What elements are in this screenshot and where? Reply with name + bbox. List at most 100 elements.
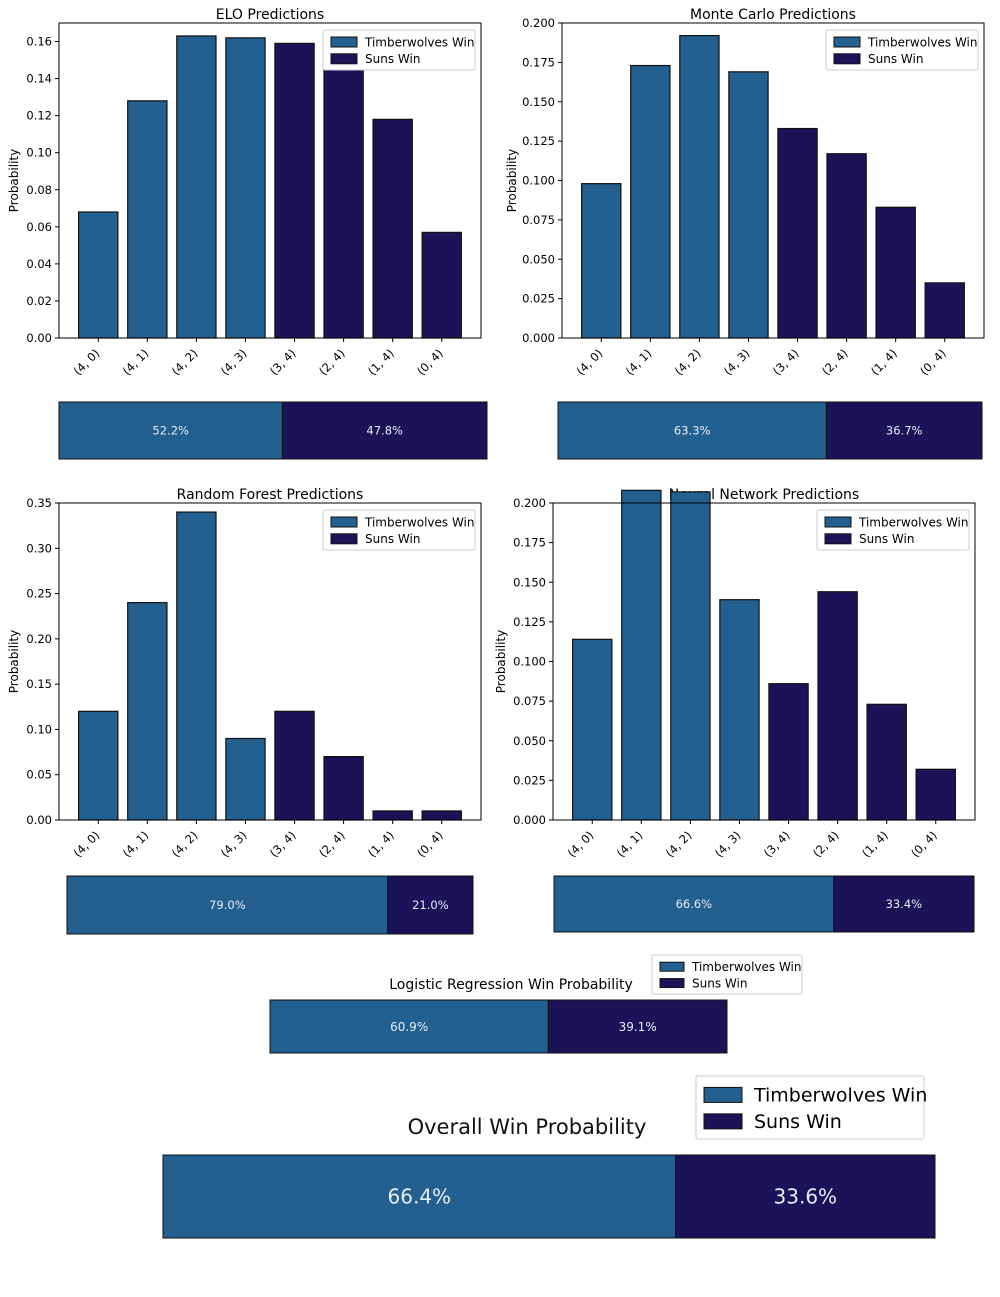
bar-timberwolves — [225, 37, 266, 339]
win-bar-timberwolves — [553, 875, 835, 933]
chart-panel-1: ELO Predictions 0.00 0.02 0.04 0.06 0.08 0.10 0… — [7, 7, 488, 460]
bar-suns — [372, 810, 413, 821]
legend-label-suns: Suns Win — [365, 52, 420, 66]
legend-swatch-suns — [703, 1113, 743, 1130]
x-tick-label: (1, 4) — [365, 828, 397, 860]
chart-panel-2: Monte Carlo Predictions 0.000 0.025 0.050 0.… — [505, 7, 985, 460]
logistic-regression-chart: Logistic Regression Win Probability 60.9%… — [269, 954, 803, 1054]
win-bar-suns — [387, 875, 474, 935]
legend-label-suns: Suns Win — [365, 532, 420, 546]
x-tick-label: (4, 1) — [614, 828, 646, 860]
legend-swatch-timberwolves — [703, 1086, 743, 1103]
legend: Timberwolves Win Suns Win — [825, 29, 979, 71]
bar-suns — [421, 231, 462, 339]
bar-timberwolves — [621, 489, 662, 821]
y-tick-label: 0.150 — [513, 575, 546, 589]
legend-swatch-timberwolves — [330, 516, 358, 528]
y-tick-label: 0.02 — [26, 294, 52, 308]
win-label-suns: 21.0% — [412, 898, 449, 912]
legend-swatch-suns — [833, 53, 861, 65]
x-tick-label: (4, 1) — [120, 346, 152, 378]
y-tick-label: 0.08 — [26, 183, 52, 197]
legend-label-timberwolves: Timberwolves Win — [364, 35, 475, 49]
y-tick-label: 0.04 — [26, 257, 52, 271]
win-bar-timberwolves — [557, 401, 827, 460]
y-axis-label: Probability — [494, 630, 508, 693]
bar-timberwolves — [225, 737, 266, 821]
legend-label-timberwolves: Timberwolves Win — [858, 515, 969, 529]
legend-swatch-timberwolves — [659, 961, 685, 972]
y-tick-label: 0.30 — [26, 541, 52, 555]
bar-suns — [768, 683, 809, 821]
y-tick-label: 0.14 — [26, 72, 52, 86]
y-tick-label: 0.10 — [26, 146, 52, 160]
x-tick-label: (2, 4) — [819, 346, 851, 378]
bar-suns — [826, 153, 867, 339]
bar-timberwolves — [78, 211, 119, 339]
legend-swatch-suns — [330, 533, 358, 545]
y-tick-label: 0.050 — [513, 734, 546, 748]
x-tick-label: (2, 4) — [316, 346, 348, 378]
y-axis-label: Probability — [7, 630, 21, 693]
y-tick-label: 0.00 — [26, 331, 52, 345]
bar-timberwolves — [670, 491, 711, 821]
bar-timberwolves — [630, 64, 671, 339]
x-tick-label: (4, 2) — [169, 828, 201, 860]
y-tick-label: 0.16 — [26, 35, 52, 49]
legend-label-timberwolves: Timberwolves Win — [867, 35, 978, 49]
y-tick-label: 0.025 — [513, 773, 546, 787]
y-tick-label: 0.150 — [522, 95, 555, 109]
legend: Timberwolves Win Suns Win — [816, 509, 970, 551]
plot-frame — [58, 502, 482, 821]
chart-title: Logistic Regression Win Probability — [389, 977, 633, 993]
legend-frame — [322, 29, 476, 71]
x-tick-label: (4, 3) — [721, 346, 753, 378]
legend-frame — [825, 29, 979, 71]
x-tick-label: (3, 4) — [770, 346, 802, 378]
y-tick-label: 0.050 — [522, 252, 555, 266]
x-tick-label: (4, 0) — [574, 346, 606, 378]
y-axis-label: Probability — [7, 149, 21, 212]
win-bar-suns — [675, 1154, 936, 1239]
chart-title: Monte Carlo Predictions — [690, 7, 856, 23]
bar-timberwolves — [581, 183, 622, 339]
legend-swatch-suns — [824, 533, 852, 545]
bar-timberwolves — [127, 602, 168, 821]
overall-chart: Overall Win Probability 66.4% 33.6% Timberw… — [162, 1075, 936, 1239]
bar-suns — [915, 768, 956, 821]
bar-timberwolves — [127, 100, 168, 339]
y-tick-label: 0.075 — [513, 694, 546, 708]
y-tick-label: 0.15 — [26, 677, 52, 691]
y-axis-label: Probability — [505, 149, 519, 212]
bar-suns — [274, 42, 315, 339]
bar-timberwolves — [719, 599, 760, 821]
chart-title: Random Forest Predictions — [177, 487, 364, 503]
bar-timberwolves — [572, 638, 613, 821]
legend: Timberwolves Win Suns Win — [651, 954, 803, 995]
legend: Timberwolves Win Suns Win — [695, 1075, 927, 1140]
plot-frame — [561, 22, 985, 339]
bar-suns — [323, 755, 364, 821]
win-bar-suns — [833, 875, 975, 933]
win-label-timberwolves: 52.2% — [152, 424, 189, 438]
win-label-timberwolves: 79.0% — [209, 898, 246, 912]
plot-frame — [552, 502, 976, 821]
win-label-timberwolves: 63.3% — [674, 424, 711, 438]
y-tick-label: 0.175 — [522, 55, 555, 69]
x-tick-label: (4, 3) — [218, 828, 250, 860]
win-bar-timberwolves — [162, 1154, 677, 1239]
legend-label-suns: Suns Win — [692, 976, 747, 990]
bar-suns — [924, 282, 965, 339]
y-tick-label: 0.125 — [513, 615, 546, 629]
y-tick-label: 0.075 — [522, 213, 555, 227]
x-tick-label: (4, 3) — [712, 828, 744, 860]
bar-timberwolves — [78, 710, 119, 821]
y-tick-label: 0.200 — [513, 496, 546, 510]
y-tick-label: 0.25 — [26, 587, 52, 601]
y-tick-label: 0.100 — [522, 174, 555, 188]
legend-label-suns: Suns Win — [859, 532, 914, 546]
x-tick-label: (3, 4) — [761, 828, 793, 860]
chart-title: ELO Predictions — [216, 7, 324, 23]
win-bar-timberwolves — [269, 999, 549, 1054]
x-tick-label: (2, 4) — [810, 828, 842, 860]
